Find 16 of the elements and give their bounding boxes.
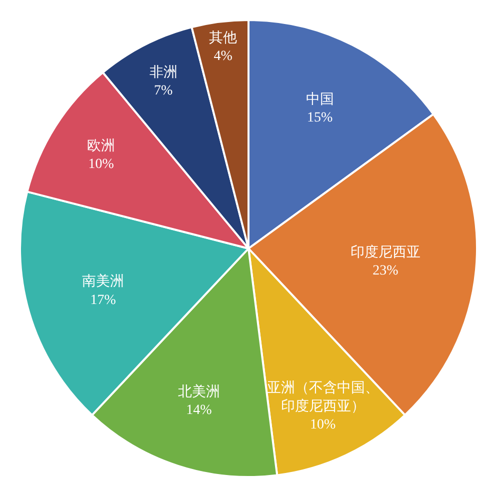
data-label: 7% bbox=[154, 83, 174, 98]
slice-label: 中国 bbox=[306, 91, 334, 108]
slice-label: 其他 bbox=[209, 30, 238, 46]
slice-label: 印度尼西亚 bbox=[350, 244, 420, 260]
slice-label: 南美洲 bbox=[82, 274, 124, 290]
data-label: 10% bbox=[88, 157, 114, 172]
data-label: 4% bbox=[214, 49, 233, 64]
data-label: 17% bbox=[90, 292, 116, 308]
data-label: 14% bbox=[186, 403, 212, 418]
data-label: 23% bbox=[372, 264, 399, 279]
slice-label: 北美洲 bbox=[178, 384, 220, 400]
data-label: 10% bbox=[310, 418, 336, 433]
slice-label: 欧洲 bbox=[87, 138, 116, 154]
data-label: 15% bbox=[307, 110, 334, 126]
slice-label: 亚洲（不含中国、印度尼西亚） bbox=[266, 380, 379, 414]
slice-label: 非洲 bbox=[149, 64, 178, 80]
